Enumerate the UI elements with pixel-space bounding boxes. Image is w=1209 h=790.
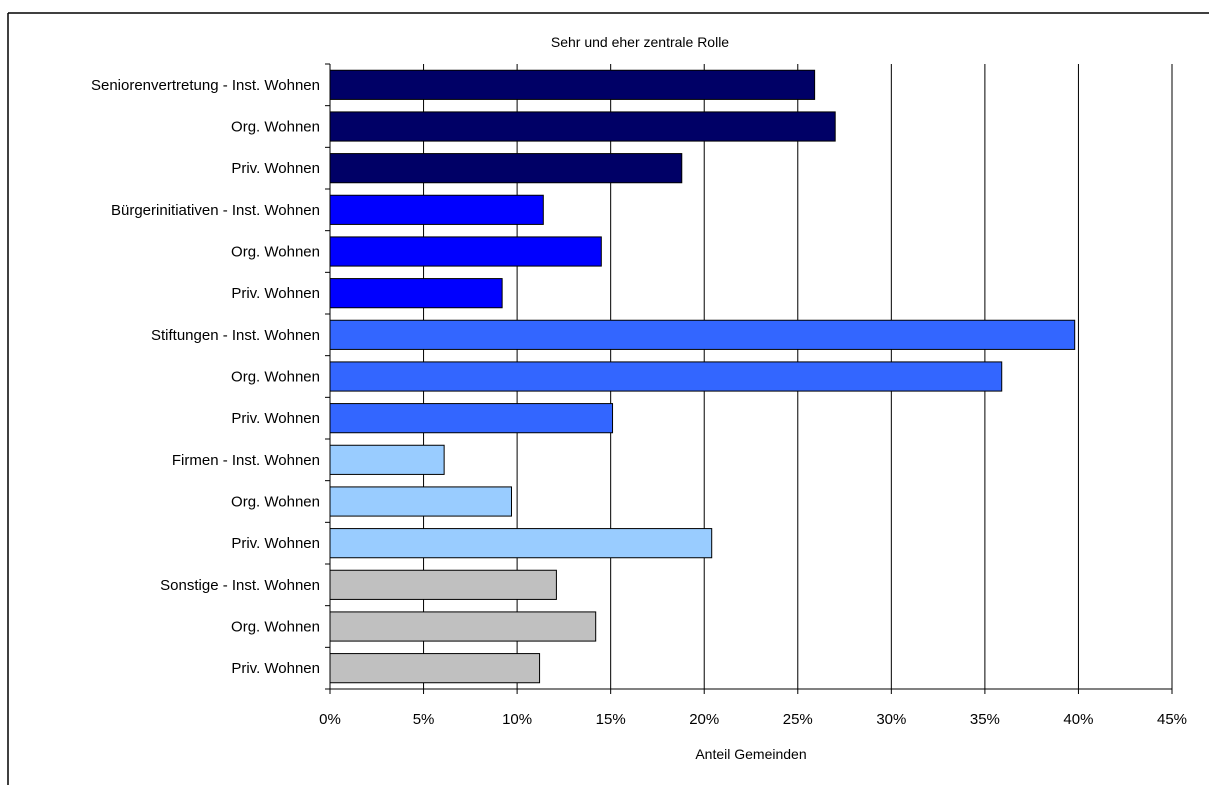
bar [329, 444, 445, 475]
category-labels: Seniorenvertretung - Inst. Wohnen Org. Wo… [91, 77, 320, 677]
chart-title: Sehr und eher zentrale Rolle [551, 34, 729, 50]
bar [329, 111, 836, 142]
bar [329, 319, 1076, 350]
x-tick-labels: 0% 5% 10% 15% 20% 25% 30% 35% 40% 45% [319, 711, 1187, 728]
category-label: Stiftungen - Inst. Wohnen [151, 327, 320, 344]
bar [329, 153, 683, 184]
category-label: Org. Wohnen [231, 369, 320, 386]
x-tick-label: 40% [1063, 711, 1093, 728]
bar [329, 403, 614, 434]
axes [325, 63, 1173, 694]
bar [329, 653, 541, 684]
x-axis-title: Anteil Gemeinden [695, 746, 806, 762]
x-tick-label: 10% [502, 711, 532, 728]
category-label: Org. Wohnen [231, 244, 320, 261]
category-label: Priv. Wohnen [231, 535, 320, 552]
category-label: Seniorenvertretung - Inst. Wohnen [91, 77, 320, 94]
bar [329, 528, 713, 559]
category-label: Sonstige - Inst. Wohnen [160, 577, 320, 594]
category-label: Org. Wohnen [231, 619, 320, 636]
bar [329, 69, 816, 100]
bar [329, 194, 544, 225]
x-tick-label: 45% [1157, 711, 1187, 728]
x-tick-label: 5% [413, 711, 435, 728]
bar [329, 486, 512, 517]
bar [329, 611, 597, 642]
x-tick-label: 15% [596, 711, 626, 728]
category-label: Priv. Wohnen [231, 160, 320, 177]
category-label: Priv. Wohnen [231, 660, 320, 677]
x-tick-label: 0% [319, 711, 341, 728]
category-label: Priv. Wohnen [231, 285, 320, 302]
bar [329, 278, 503, 309]
bars [329, 69, 1076, 684]
category-label: Bürgerinitiativen - Inst. Wohnen [111, 202, 320, 219]
category-label: Priv. Wohnen [231, 410, 320, 427]
category-label: Org. Wohnen [231, 494, 320, 511]
bar [329, 236, 602, 267]
category-label: Firmen - Inst. Wohnen [172, 452, 320, 469]
bar [329, 569, 557, 600]
x-tick-label: 35% [970, 711, 1000, 728]
category-label: Org. Wohnen [231, 119, 320, 136]
x-tick-label: 20% [689, 711, 719, 728]
x-tick-label: 30% [876, 711, 906, 728]
bar [329, 361, 1003, 392]
x-tick-label: 25% [783, 711, 813, 728]
